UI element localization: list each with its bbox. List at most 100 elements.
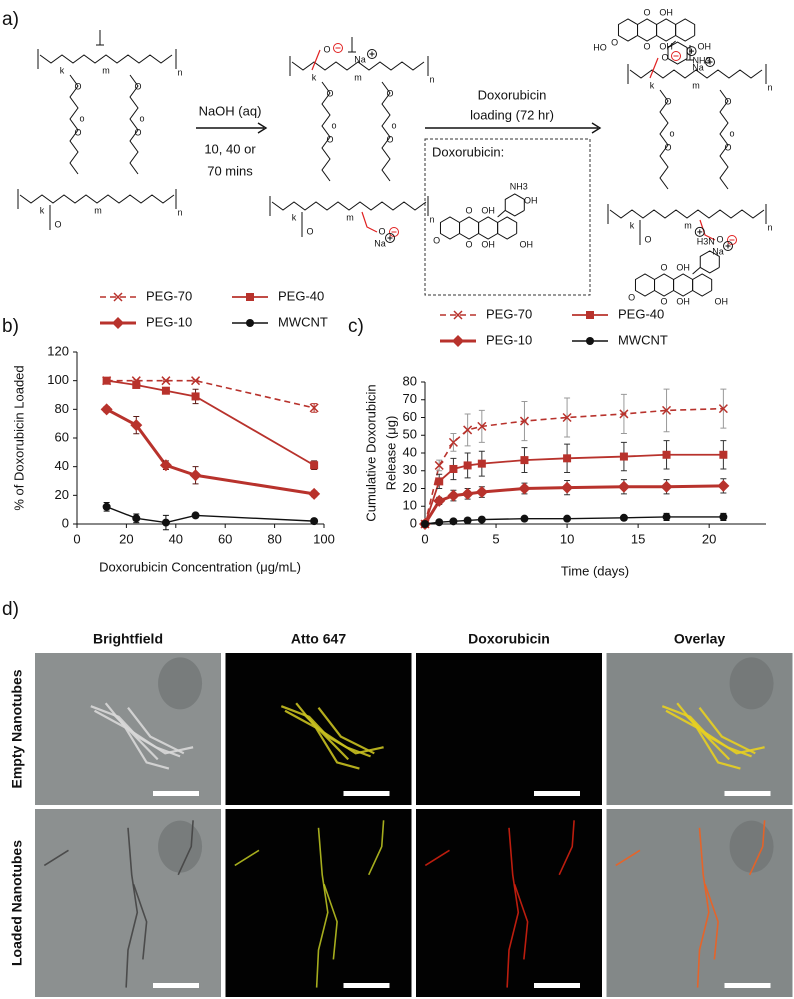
bond	[617, 18, 639, 42]
atom-label: HO	[593, 42, 607, 52]
marker	[461, 487, 474, 500]
marker	[435, 518, 444, 527]
scale-bar	[153, 983, 199, 988]
atom-label: O	[386, 134, 393, 144]
bond	[381, 81, 391, 182]
marker	[477, 459, 486, 468]
column-header: Doxorubicin	[468, 631, 550, 647]
bond	[609, 209, 765, 219]
y-tick-label: 30	[403, 462, 417, 477]
bond	[321, 81, 331, 182]
panel-label: d)	[2, 599, 19, 620]
legend-marker	[246, 293, 254, 301]
marker	[719, 512, 728, 521]
atom-label: n	[177, 207, 182, 217]
y-tick-label: 0	[62, 515, 69, 530]
x-axis-label: Time (days)	[561, 563, 629, 578]
bond	[361, 211, 378, 233]
nanotube	[323, 883, 338, 960]
marker	[561, 481, 574, 494]
x-tick-label: 20	[702, 531, 716, 546]
atom-label: Na	[354, 54, 366, 64]
atom-label: O	[664, 96, 671, 106]
y-tick-label: 100	[47, 372, 69, 387]
atom-label: Na	[692, 62, 704, 72]
x-tick-label: 0	[421, 531, 428, 546]
marker	[161, 518, 170, 527]
atom-label: O	[326, 134, 333, 144]
reaction-condition: loading (72 hr)	[470, 107, 554, 122]
reaction-condition: 70 mins	[207, 163, 253, 178]
atom-label: O	[74, 127, 81, 137]
nanotube	[234, 849, 260, 867]
bond	[439, 216, 461, 240]
series-line	[424, 516, 724, 525]
y-tick-label: 80	[403, 373, 417, 388]
bond	[699, 250, 720, 274]
marker	[518, 482, 531, 495]
atom-label: O	[661, 262, 668, 272]
marker	[310, 517, 319, 526]
y-tick-label: 0	[410, 515, 417, 530]
marker	[434, 460, 444, 470]
bond	[654, 273, 675, 297]
atom-label: O	[323, 44, 330, 54]
panel-label: a)	[2, 9, 19, 30]
charge	[333, 43, 343, 53]
marker	[662, 512, 671, 521]
atom-label: m	[684, 220, 692, 230]
nanotube	[367, 820, 385, 876]
nanotube	[696, 827, 710, 988]
bond	[311, 49, 321, 71]
nanotube	[132, 883, 148, 960]
atom-label: k	[292, 212, 297, 222]
y-tick-label: 50	[403, 427, 417, 442]
nanotube	[424, 849, 450, 867]
reaction-condition: 10, 40 or	[204, 141, 256, 156]
marker	[718, 404, 728, 414]
marker	[475, 486, 488, 499]
atom-label: n	[429, 214, 434, 224]
legend-label: PEG-40	[618, 306, 664, 321]
marker	[309, 403, 319, 413]
bond	[478, 216, 499, 240]
legend-label: PEG-10	[486, 332, 532, 347]
series-line	[424, 407, 724, 525]
nanotube	[661, 705, 752, 758]
legend-marker	[452, 335, 464, 347]
atom-label: NH3	[693, 55, 711, 65]
marker	[463, 516, 472, 525]
legend-label: PEG-70	[486, 306, 532, 321]
bond	[692, 267, 701, 275]
bond	[656, 18, 677, 42]
atom-label: k	[312, 72, 317, 82]
charge	[671, 51, 681, 61]
nanotube	[127, 707, 185, 755]
column-header: Brightfield	[93, 631, 163, 647]
micrograph	[416, 653, 602, 805]
marker	[130, 419, 143, 432]
x-axis-label: Doxorubicin Concentration (μg/mL)	[99, 559, 301, 574]
legend-label: PEG-40	[278, 288, 324, 303]
inset-box	[424, 138, 591, 296]
bond	[673, 273, 694, 297]
y-tick-label: 120	[47, 343, 69, 358]
atom-label: n	[177, 67, 182, 77]
x-tick-label: 5	[492, 531, 499, 546]
atom-label: O	[466, 239, 473, 249]
x-tick-label: 20	[119, 531, 133, 546]
atom-label: n	[767, 82, 772, 92]
y-tick-label: 40	[55, 458, 69, 473]
legend-label: MWCNT	[618, 332, 668, 347]
atom-label: k	[40, 205, 45, 215]
atom-label: k	[60, 65, 65, 75]
marker	[477, 515, 486, 524]
atom-label: O	[386, 88, 393, 98]
atom-label: NH3	[510, 181, 528, 191]
atom-label: O	[644, 234, 651, 244]
nanotube	[43, 849, 69, 867]
nanotube	[615, 849, 641, 867]
atom-label: O	[134, 127, 141, 137]
y-tick-label: 80	[55, 401, 69, 416]
legend-marker	[246, 319, 254, 327]
